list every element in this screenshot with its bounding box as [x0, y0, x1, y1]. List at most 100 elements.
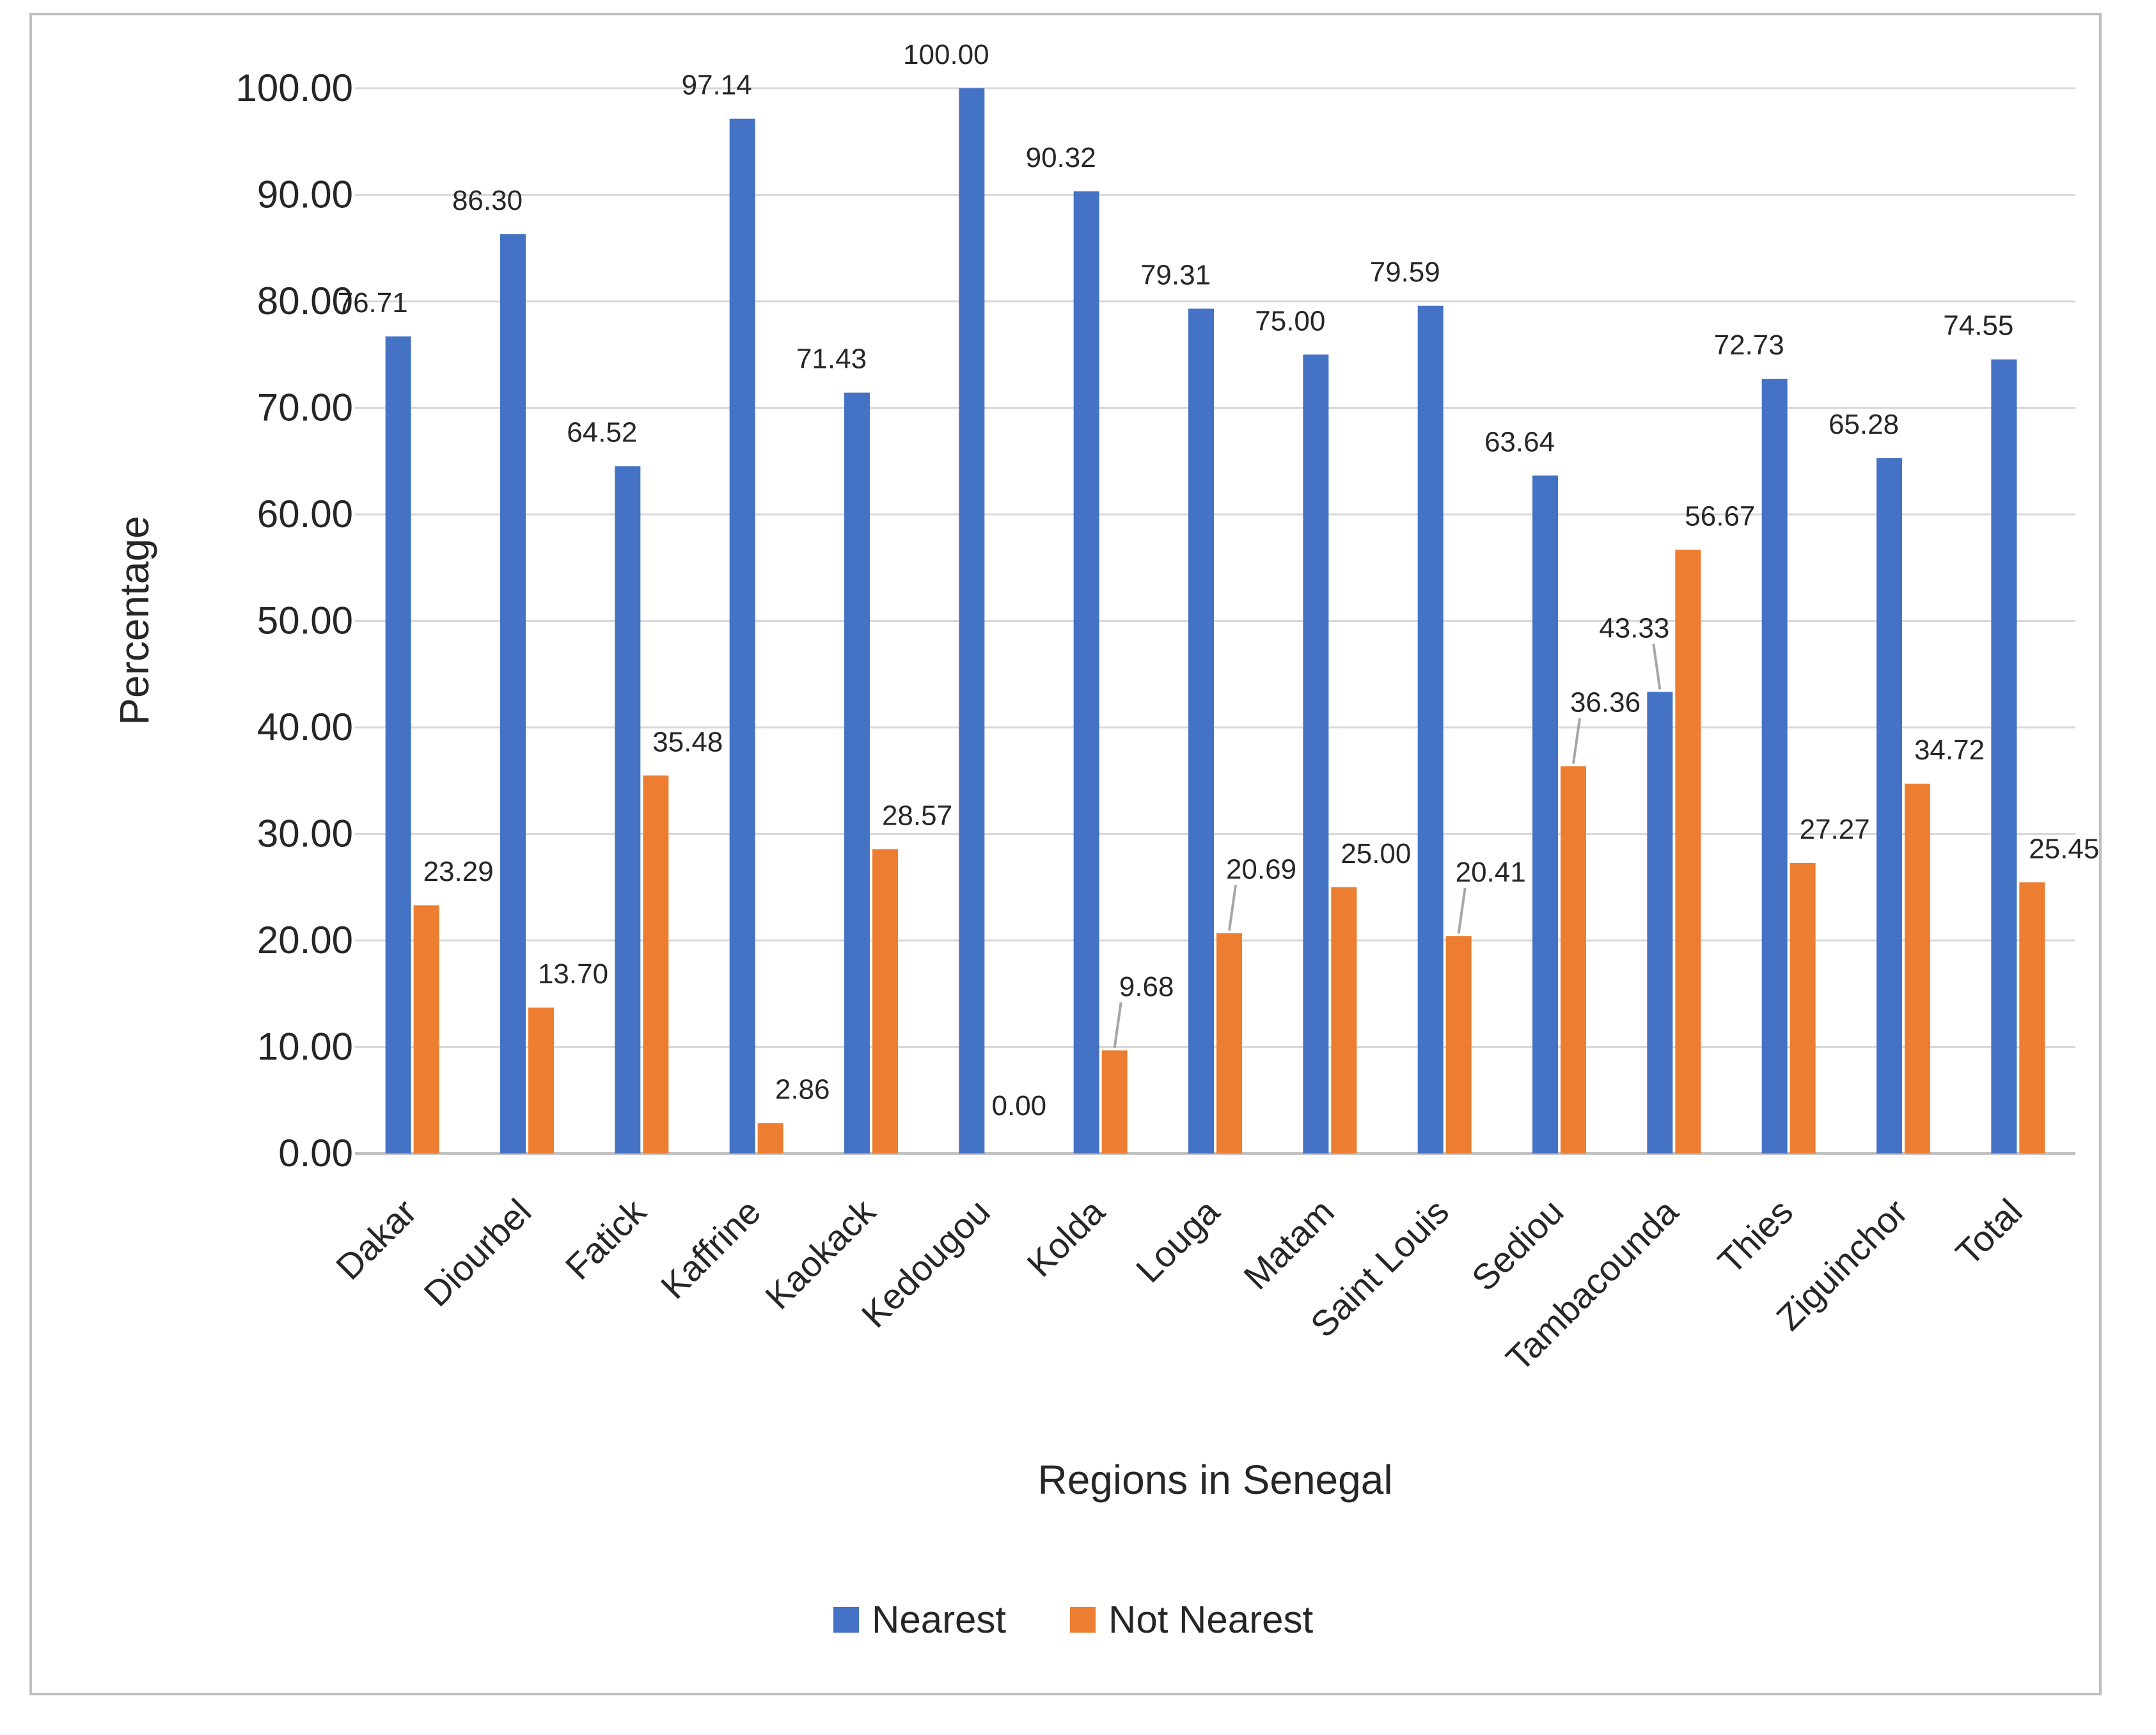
data-label: 56.67: [1685, 500, 1755, 532]
data-label: 64.52: [567, 417, 637, 448]
data-label: 74.55: [1943, 310, 2013, 342]
data-labels: 76.71 23.29 86.30 13.70 64.52 35.48 97.14 2.86 7…: [338, 39, 2100, 1121]
leader-line: [1457, 887, 1467, 934]
data-label: 79.59: [1370, 257, 1440, 288]
bar-nearest: [1417, 305, 1444, 1153]
x-tick-label: Total: [1948, 1191, 2030, 1273]
data-label: 36.36: [1570, 687, 1641, 718]
y-tick-label: 10.00: [257, 1026, 353, 1068]
bar-not-nearest: [1216, 933, 1242, 1153]
bars: [385, 88, 2045, 1154]
data-label: 28.57: [882, 800, 952, 831]
bar-not-nearest: [1675, 550, 1701, 1153]
x-tick-label: Kaffrine: [653, 1191, 768, 1306]
bar-nearest: [959, 88, 985, 1153]
bar-not-nearest: [1445, 936, 1472, 1153]
data-label: 23.29: [423, 856, 494, 887]
x-tick-label: Thies: [1710, 1191, 1800, 1281]
y-axis-title: Percentage: [111, 516, 157, 725]
data-label: 25.45: [2029, 833, 2099, 864]
legend-swatch-nearest: [833, 1607, 859, 1633]
x-tick-label: Diourbel: [416, 1191, 539, 1314]
data-label: 90.32: [1026, 142, 1096, 173]
data-label: 25.00: [1341, 838, 1411, 869]
leader-line: [1572, 718, 1581, 764]
bar-not-nearest: [872, 849, 898, 1153]
bar-not-nearest: [2019, 882, 2045, 1153]
data-label: 72.73: [1714, 329, 1784, 361]
bar-nearest: [1991, 359, 2017, 1154]
gridlines: [355, 87, 2075, 1155]
data-label: 20.69: [1226, 854, 1296, 885]
y-axis-ticks: 0.00 10.00 20.00 30.00 40.00 50.00 60.00 70.00 8…: [235, 67, 353, 1175]
data-label: 63.64: [1484, 426, 1555, 457]
bar-not-nearest: [1905, 783, 1930, 1153]
y-tick-label: 90.00: [257, 173, 353, 216]
bar-not-nearest: [643, 775, 669, 1153]
label-leader-lines: [1113, 644, 1662, 1049]
legend-label-nearest: Nearest: [872, 1598, 1006, 1641]
bar-nearest: [1647, 692, 1673, 1153]
leader-line: [1652, 644, 1662, 690]
bar-not-nearest: [1101, 1050, 1128, 1153]
bar-not-nearest: [1561, 766, 1586, 1153]
y-tick-label: 30.00: [257, 812, 353, 855]
data-label: 20.41: [1456, 857, 1526, 888]
y-tick-label: 0.00: [278, 1132, 353, 1175]
data-label: 100.00: [903, 39, 989, 70]
data-label: 27.27: [1800, 814, 1870, 845]
data-label: 86.30: [452, 185, 523, 216]
data-label: 0.00: [992, 1090, 1047, 1121]
data-label: 76.71: [338, 287, 408, 319]
bar-nearest: [500, 234, 526, 1154]
y-tick-label: 80.00: [257, 280, 353, 322]
leader-line: [1113, 1002, 1122, 1049]
y-tick-label: 40.00: [257, 706, 353, 749]
y-tick-label: 20.00: [257, 919, 353, 962]
chart-frame: [29, 13, 2102, 1695]
bar-nearest: [1761, 379, 1788, 1154]
bar-nearest: [1303, 354, 1329, 1153]
bar-not-nearest: [528, 1007, 554, 1153]
legend-swatch-not-nearest: [1070, 1607, 1096, 1633]
data-label: 9.68: [1119, 971, 1174, 1002]
data-label: 35.48: [652, 726, 723, 757]
x-tick-label: Louga: [1128, 1191, 1227, 1290]
leader-line: [1228, 885, 1237, 931]
legend-label-not-nearest: Not Nearest: [1108, 1598, 1313, 1641]
data-label: 34.72: [1914, 734, 1985, 766]
data-label: 43.33: [1599, 613, 1669, 644]
bar-not-nearest: [1790, 862, 1816, 1153]
y-tick-label: 100.00: [235, 67, 353, 109]
data-label: 2.86: [775, 1073, 830, 1105]
bar-nearest: [1073, 191, 1099, 1153]
bar-not-nearest: [757, 1123, 783, 1153]
bar-not-nearest: [1331, 887, 1357, 1153]
data-label: 97.14: [682, 70, 752, 101]
bar-nearest: [1188, 308, 1214, 1153]
bar-nearest: [1877, 458, 1902, 1153]
data-label: 13.70: [538, 958, 608, 990]
data-label: 75.00: [1255, 305, 1325, 337]
bar-nearest: [615, 466, 641, 1154]
legend: Nearest Not Nearest: [833, 1598, 1313, 1641]
x-tick-label: Matam: [1236, 1191, 1342, 1297]
y-tick-label: 70.00: [257, 386, 353, 429]
y-tick-label: 50.00: [257, 599, 353, 642]
bar-not-nearest: [413, 905, 439, 1153]
x-tick-label: Dakar: [328, 1191, 424, 1287]
y-tick-label: 60.00: [257, 493, 353, 535]
x-tick-label: Sediou: [1464, 1191, 1571, 1299]
data-label: 65.28: [1829, 409, 1899, 440]
x-tick-label: Kolda: [1019, 1191, 1112, 1284]
x-axis-title: Regions in Senegal: [1037, 1457, 1392, 1503]
bar-nearest: [385, 336, 411, 1153]
data-label: 79.31: [1140, 259, 1211, 290]
bar-nearest: [1532, 475, 1558, 1153]
data-label: 71.43: [796, 344, 867, 375]
x-tick-label: Fatick: [558, 1191, 654, 1287]
bar-nearest: [729, 118, 755, 1153]
bar-nearest: [844, 392, 870, 1154]
